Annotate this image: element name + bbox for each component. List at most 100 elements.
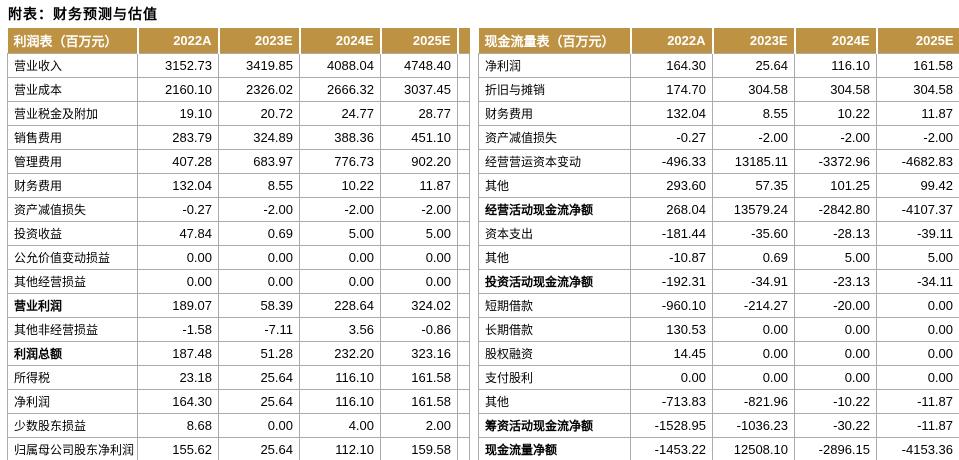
value-cell: -1.58 — [137, 317, 219, 342]
column-header-2022a: 2022A — [137, 28, 220, 54]
spacer-cell — [457, 125, 470, 150]
value-cell: 0.00 — [794, 341, 877, 366]
value-cell: 407.28 — [137, 149, 219, 174]
value-cell: -0.86 — [380, 317, 458, 342]
table-row: 经营营运资本变动 -496.33 13185.11 -3372.96 -4682.83 — [478, 149, 959, 174]
value-cell: -960.10 — [630, 293, 713, 318]
table-title-cell: 利润表（百万元） — [7, 28, 139, 54]
row-label: 资本支出 — [478, 221, 631, 246]
value-cell: 0.00 — [712, 365, 795, 390]
table-row: 资本支出 -181.44 -35.60 -28.13 -39.11 — [478, 221, 959, 246]
value-cell: 5.00 — [876, 245, 959, 270]
table-row: 其他非经营损益 -1.58 -7.11 3.56 -0.86 — [7, 317, 470, 342]
value-cell: 0.00 — [380, 245, 458, 270]
value-cell: 25.64 — [712, 53, 795, 78]
value-cell: 187.48 — [137, 341, 219, 366]
value-cell: 132.04 — [137, 173, 219, 198]
row-label: 经营活动现金流净额 — [478, 197, 631, 222]
value-cell: 23.18 — [137, 365, 219, 390]
value-cell: 8.68 — [137, 413, 219, 438]
spacer-cell — [457, 245, 470, 270]
value-cell: 232.20 — [299, 341, 381, 366]
value-cell: 0.00 — [876, 317, 959, 342]
value-cell: 0.00 — [218, 245, 300, 270]
value-cell: -23.13 — [794, 269, 877, 294]
column-header-2023e: 2023E — [218, 28, 301, 54]
value-cell: 130.53 — [630, 317, 713, 342]
value-cell: 28.77 — [380, 101, 458, 126]
value-cell: 324.02 — [380, 293, 458, 318]
value-cell: 902.20 — [380, 149, 458, 174]
row-label: 其他经营损益 — [7, 269, 138, 294]
table-row: 净利润 164.30 25.64 116.10 161.58 — [7, 389, 470, 414]
value-cell: 164.30 — [630, 53, 713, 78]
value-cell: -496.33 — [630, 149, 713, 174]
value-cell: 13185.11 — [712, 149, 795, 174]
row-label: 利润总额 — [7, 341, 138, 366]
value-cell: 0.00 — [794, 365, 877, 390]
spacer-cell — [457, 77, 470, 102]
row-label: 营业利润 — [7, 293, 138, 318]
value-cell: -30.22 — [794, 413, 877, 438]
row-label: 销售费用 — [7, 125, 138, 150]
row-label: 公允价值变动损益 — [7, 245, 138, 270]
row-label: 财务费用 — [478, 101, 631, 126]
value-cell: 25.64 — [218, 389, 300, 414]
value-cell: 161.58 — [380, 365, 458, 390]
value-cell: 10.22 — [794, 101, 877, 126]
row-label: 其他 — [478, 173, 631, 198]
value-cell: 0.00 — [876, 341, 959, 366]
value-cell: 0.00 — [630, 365, 713, 390]
header-row: 现金流量表（百万元） 2022A 2023E 2024E 2025E — [478, 28, 959, 54]
row-label: 投资收益 — [7, 221, 138, 246]
table-row: 折旧与摊销 174.70 304.58 304.58 304.58 — [478, 77, 959, 102]
value-cell: 0.69 — [218, 221, 300, 246]
spacer-cell — [457, 269, 470, 294]
row-label: 净利润 — [7, 389, 138, 414]
spacer-cell — [457, 173, 470, 198]
value-cell: 0.00 — [712, 317, 795, 342]
column-header-2022a: 2022A — [630, 28, 714, 54]
value-cell: 304.58 — [876, 77, 959, 102]
row-label: 长期借款 — [478, 317, 631, 342]
row-label: 经营营运资本变动 — [478, 149, 631, 174]
value-cell: 5.00 — [299, 221, 381, 246]
table-row: 少数股东损益 8.68 0.00 4.00 2.00 — [7, 413, 470, 438]
value-cell: 19.10 — [137, 101, 219, 126]
spacer-cell — [457, 53, 470, 78]
value-cell: 776.73 — [299, 149, 381, 174]
table-row: 净利润 164.30 25.64 116.10 161.58 — [478, 53, 959, 78]
value-cell: 159.58 — [380, 437, 458, 460]
row-label: 筹资活动现金流净额 — [478, 413, 631, 438]
value-cell: 3152.73 — [137, 53, 219, 78]
value-cell: 0.69 — [712, 245, 795, 270]
table-row: 股权融资 14.45 0.00 0.00 0.00 — [478, 341, 959, 366]
value-cell: 155.62 — [137, 437, 219, 460]
value-cell: 12508.10 — [712, 437, 795, 460]
table-row: 经营活动现金流净额 268.04 13579.24 -2842.80 -4107.37 — [478, 197, 959, 222]
page-title: 附表：财务预测与估值 — [8, 6, 158, 22]
row-label: 资产减值损失 — [478, 125, 631, 150]
value-cell: 323.16 — [380, 341, 458, 366]
row-label: 其他 — [478, 245, 631, 270]
column-header-2025e: 2025E — [380, 28, 459, 54]
table-row: 所得税 23.18 25.64 116.10 161.58 — [7, 365, 470, 390]
spacer-cell — [457, 221, 470, 246]
value-cell: 101.25 — [794, 173, 877, 198]
income-statement-table: 利润表（百万元） 2022A 2023E 2024E 2025E 营业收入 3152.73 3… — [7, 28, 470, 460]
table-row: 财务费用 132.04 8.55 10.22 11.87 — [7, 173, 470, 198]
value-cell: 0.00 — [876, 365, 959, 390]
value-cell: -10.22 — [794, 389, 877, 414]
value-cell: 11.87 — [380, 173, 458, 198]
row-label: 现金流量净额 — [478, 437, 631, 460]
value-cell: 25.64 — [218, 437, 300, 460]
spacer-cell — [457, 341, 470, 366]
row-label: 股权融资 — [478, 341, 631, 366]
row-label: 营业成本 — [7, 77, 138, 102]
value-cell: 324.89 — [218, 125, 300, 150]
table-row: 管理费用 407.28 683.97 776.73 902.20 — [7, 149, 470, 174]
row-label: 管理费用 — [7, 149, 138, 174]
value-cell: 116.10 — [299, 389, 381, 414]
table-row: 长期借款 130.53 0.00 0.00 0.00 — [478, 317, 959, 342]
value-cell: 161.58 — [876, 53, 959, 78]
